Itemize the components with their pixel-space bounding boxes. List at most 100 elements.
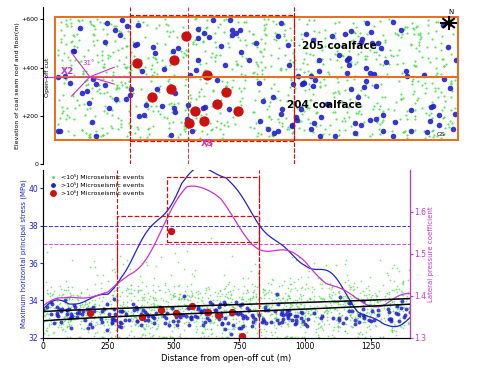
- Point: [156, 254, 164, 260]
- Point: [167, 228, 175, 234]
- Point: [213, 77, 221, 83]
- Point: [386, 305, 394, 311]
- Point: [57, 27, 65, 33]
- Point: [188, 128, 196, 134]
- Point: [63, 301, 71, 307]
- Point: [65, 323, 73, 329]
- Point: [374, 114, 382, 120]
- Point: [204, 333, 212, 339]
- Point: [125, 79, 133, 85]
- Point: [144, 319, 152, 325]
- Point: [376, 310, 384, 316]
- Point: [246, 294, 254, 300]
- Point: [185, 321, 193, 327]
- Point: [120, 61, 128, 67]
- Point: [126, 64, 134, 70]
- Point: [116, 32, 124, 38]
- Point: [310, 83, 318, 89]
- Point: [428, 80, 436, 86]
- Point: [335, 290, 343, 296]
- Point: [312, 123, 320, 129]
- Point: [194, 296, 202, 301]
- Point: [249, 293, 257, 299]
- Point: [188, 316, 196, 322]
- Point: [442, 62, 450, 68]
- Point: [274, 316, 282, 322]
- Point: [122, 309, 130, 315]
- Point: [73, 44, 81, 50]
- Point: [310, 77, 318, 83]
- Point: [202, 315, 210, 321]
- Point: [294, 318, 302, 324]
- Point: [50, 329, 58, 335]
- Point: [200, 105, 208, 111]
- Point: [371, 41, 379, 46]
- Point: [192, 289, 200, 295]
- Point: [228, 303, 236, 308]
- Point: [110, 307, 118, 313]
- Point: [365, 301, 373, 307]
- Point: [352, 306, 360, 311]
- Point: [265, 306, 273, 311]
- Point: [283, 314, 291, 320]
- Point: [379, 334, 387, 339]
- Point: [132, 318, 140, 324]
- Point: [228, 308, 235, 314]
- Point: [316, 295, 324, 301]
- Point: [92, 16, 100, 22]
- Point: [390, 299, 398, 304]
- Y-axis label: Lateral pressure coefficient: Lateral pressure coefficient: [428, 206, 434, 301]
- Point: [164, 324, 172, 330]
- Point: [383, 70, 391, 76]
- Point: [352, 59, 360, 65]
- Point: [256, 319, 264, 325]
- Point: [185, 305, 193, 311]
- Point: [362, 317, 370, 323]
- Point: [370, 297, 378, 303]
- Point: [306, 120, 314, 126]
- Point: [200, 93, 208, 99]
- Point: [262, 40, 270, 46]
- Point: [282, 298, 290, 304]
- Point: [90, 42, 98, 48]
- Point: [72, 296, 80, 302]
- Point: [378, 47, 386, 53]
- Point: [354, 334, 362, 339]
- Point: [106, 93, 114, 99]
- Point: [114, 98, 122, 104]
- Point: [324, 100, 332, 106]
- Point: [363, 313, 371, 318]
- Point: [196, 290, 203, 296]
- Point: [350, 294, 358, 300]
- Point: [202, 60, 210, 66]
- Point: [232, 111, 240, 117]
- Point: [149, 108, 157, 114]
- Point: [149, 123, 157, 129]
- Point: [311, 311, 319, 317]
- Point: [316, 133, 324, 139]
- Point: [84, 303, 92, 309]
- Point: [310, 40, 318, 46]
- Point: [307, 73, 315, 79]
- Point: [310, 318, 318, 324]
- Text: GS: GS: [436, 132, 445, 137]
- Point: [104, 55, 112, 61]
- Point: [334, 299, 342, 304]
- Point: [54, 324, 62, 330]
- Point: [168, 328, 176, 334]
- Point: [198, 315, 206, 321]
- Point: [64, 320, 72, 325]
- Point: [400, 129, 408, 135]
- Point: [210, 319, 218, 325]
- Point: [152, 25, 160, 31]
- Point: [197, 113, 205, 118]
- Point: [294, 125, 302, 131]
- Point: [104, 302, 112, 308]
- Point: [127, 123, 135, 128]
- Point: [127, 61, 135, 66]
- Point: [121, 80, 129, 86]
- Point: [378, 128, 386, 134]
- Point: [150, 315, 158, 321]
- Point: [347, 123, 355, 129]
- Point: [274, 128, 282, 134]
